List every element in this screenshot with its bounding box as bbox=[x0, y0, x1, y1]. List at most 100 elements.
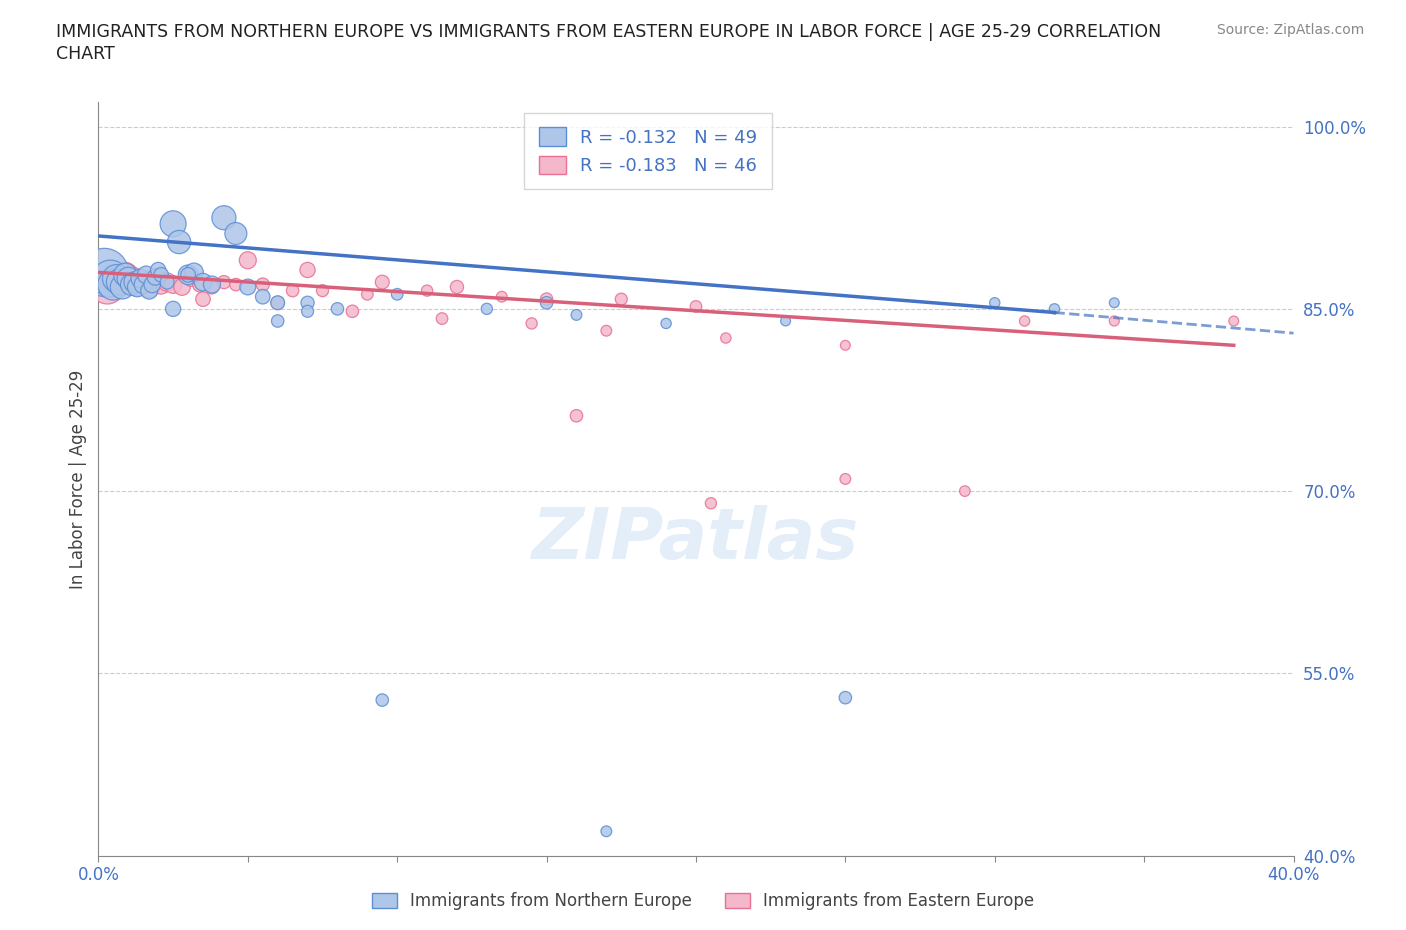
Point bbox=[143, 270, 166, 285]
Legend: Immigrants from Northern Europe, Immigrants from Eastern Europe: Immigrants from Northern Europe, Immigra… bbox=[364, 885, 1042, 917]
Point bbox=[120, 277, 142, 292]
Point bbox=[127, 280, 149, 295]
Point bbox=[201, 280, 224, 295]
Point bbox=[156, 274, 179, 289]
Point bbox=[267, 296, 290, 311]
Point bbox=[297, 304, 319, 319]
Point bbox=[132, 277, 155, 292]
Point bbox=[191, 274, 214, 289]
Text: Source: ZipAtlas.com: Source: ZipAtlas.com bbox=[1216, 23, 1364, 37]
Point bbox=[124, 274, 146, 289]
Point bbox=[1223, 313, 1246, 328]
Point bbox=[984, 296, 1007, 311]
Point bbox=[252, 289, 274, 304]
Point bbox=[565, 308, 588, 323]
Point bbox=[1014, 313, 1036, 328]
Point bbox=[446, 280, 468, 295]
Point bbox=[342, 304, 364, 319]
Point bbox=[138, 280, 160, 295]
Text: IMMIGRANTS FROM NORTHERN EUROPE VS IMMIGRANTS FROM EASTERN EUROPE IN LABOR FORCE: IMMIGRANTS FROM NORTHERN EUROPE VS IMMIG… bbox=[56, 23, 1161, 41]
Point bbox=[96, 280, 118, 295]
Point bbox=[148, 262, 170, 277]
Point bbox=[655, 316, 678, 331]
Point bbox=[595, 324, 617, 339]
Point bbox=[416, 283, 439, 298]
Point bbox=[536, 296, 558, 311]
Point bbox=[212, 210, 235, 225]
Point bbox=[297, 296, 319, 311]
Point bbox=[236, 253, 259, 268]
Point bbox=[108, 274, 131, 289]
Point bbox=[180, 271, 202, 286]
Point bbox=[595, 824, 617, 839]
Point bbox=[700, 496, 723, 511]
Point bbox=[356, 286, 378, 301]
Point bbox=[236, 280, 259, 295]
Point bbox=[103, 271, 125, 286]
Point bbox=[177, 268, 200, 283]
Point bbox=[475, 301, 498, 316]
Point bbox=[162, 217, 184, 232]
Point bbox=[1043, 301, 1066, 316]
Point bbox=[132, 274, 155, 289]
Point bbox=[520, 316, 543, 331]
Point bbox=[685, 299, 707, 313]
Legend: R = -0.132   N = 49, R = -0.183   N = 46: R = -0.132 N = 49, R = -0.183 N = 46 bbox=[524, 113, 772, 190]
Point bbox=[225, 226, 247, 241]
Point bbox=[129, 271, 152, 286]
Point bbox=[326, 301, 349, 316]
Point bbox=[1104, 313, 1126, 328]
Point bbox=[120, 271, 142, 286]
Point bbox=[141, 277, 163, 292]
Point bbox=[93, 265, 115, 280]
Point bbox=[834, 338, 856, 352]
Point bbox=[953, 484, 976, 498]
Point bbox=[150, 268, 173, 283]
Point bbox=[565, 408, 588, 423]
Point bbox=[114, 268, 136, 283]
Point bbox=[183, 265, 205, 280]
Point bbox=[281, 283, 304, 298]
Point bbox=[225, 277, 247, 292]
Point bbox=[610, 292, 633, 307]
Point bbox=[371, 693, 394, 708]
Point bbox=[491, 289, 513, 304]
Point bbox=[188, 277, 211, 292]
Point bbox=[297, 262, 319, 277]
Point bbox=[114, 268, 136, 283]
Point bbox=[156, 274, 179, 289]
Point bbox=[430, 312, 453, 326]
Point bbox=[311, 283, 333, 298]
Point bbox=[775, 313, 797, 328]
Point bbox=[143, 271, 166, 286]
Point bbox=[834, 690, 856, 705]
Point bbox=[371, 274, 394, 289]
Text: CHART: CHART bbox=[56, 45, 115, 62]
Point bbox=[714, 330, 737, 345]
Point bbox=[1104, 296, 1126, 311]
Point bbox=[267, 313, 290, 328]
Point bbox=[172, 280, 194, 295]
Text: ZIPatlas: ZIPatlas bbox=[533, 505, 859, 574]
Point bbox=[111, 280, 134, 295]
Point bbox=[267, 296, 290, 311]
Point bbox=[162, 301, 184, 316]
Point bbox=[212, 274, 235, 289]
Point bbox=[150, 277, 173, 292]
Point bbox=[162, 277, 184, 292]
Point bbox=[117, 271, 139, 286]
Point bbox=[536, 292, 558, 307]
Point bbox=[108, 274, 131, 289]
Point bbox=[105, 271, 128, 286]
Point bbox=[98, 271, 122, 286]
Point bbox=[135, 268, 157, 283]
Point bbox=[138, 283, 160, 298]
Point bbox=[127, 277, 149, 292]
Point bbox=[252, 277, 274, 292]
Point bbox=[191, 292, 214, 307]
Point bbox=[201, 277, 224, 292]
Y-axis label: In Labor Force | Age 25-29: In Labor Force | Age 25-29 bbox=[69, 369, 87, 589]
Point bbox=[834, 472, 856, 486]
Point bbox=[103, 277, 125, 292]
Point bbox=[177, 268, 200, 283]
